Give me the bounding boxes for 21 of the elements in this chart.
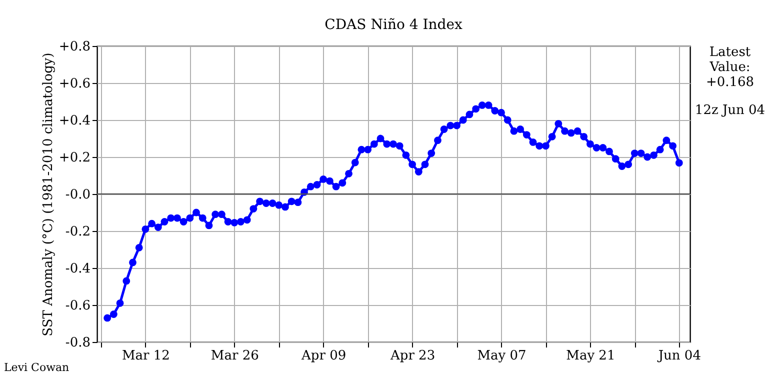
y-tick-label: +0.8 — [58, 40, 90, 54]
x-tick-label: Apr 09 — [300, 348, 346, 364]
y-tick-label: +0.6 — [58, 76, 90, 92]
text: 12z Jun 04 — [694, 103, 766, 118]
x-tick-label: May 07 — [477, 348, 526, 364]
y-tick-label: -0.4 — [65, 262, 90, 276]
x-tick-label: Mar 26 — [210, 348, 259, 364]
y-axis-title: SST Anomaly (°C) (1981-2010 climatology) — [40, 52, 56, 336]
y-tick-label: +0.2 — [58, 150, 90, 166]
x-tick-label: Mar 12 — [122, 348, 170, 364]
x-tick-label: Apr 23 — [389, 348, 436, 364]
text: Latest Value: +0.168 — [706, 45, 754, 90]
y-tick-label: +0.4 — [58, 114, 90, 128]
y-tick-label: -0.6 — [65, 298, 90, 314]
x-tick-label: May 21 — [566, 348, 616, 364]
x-tick-label: Jun 04 — [656, 348, 701, 364]
y-tick-label: -0.2 — [65, 224, 90, 240]
y-tick-label: -0.8 — [65, 336, 90, 350]
text: Levi Cowan — [4, 361, 70, 374]
chart-title: CDAS Niño 4 Index — [324, 17, 462, 33]
y-tick-label: -0.0 — [65, 188, 90, 202]
